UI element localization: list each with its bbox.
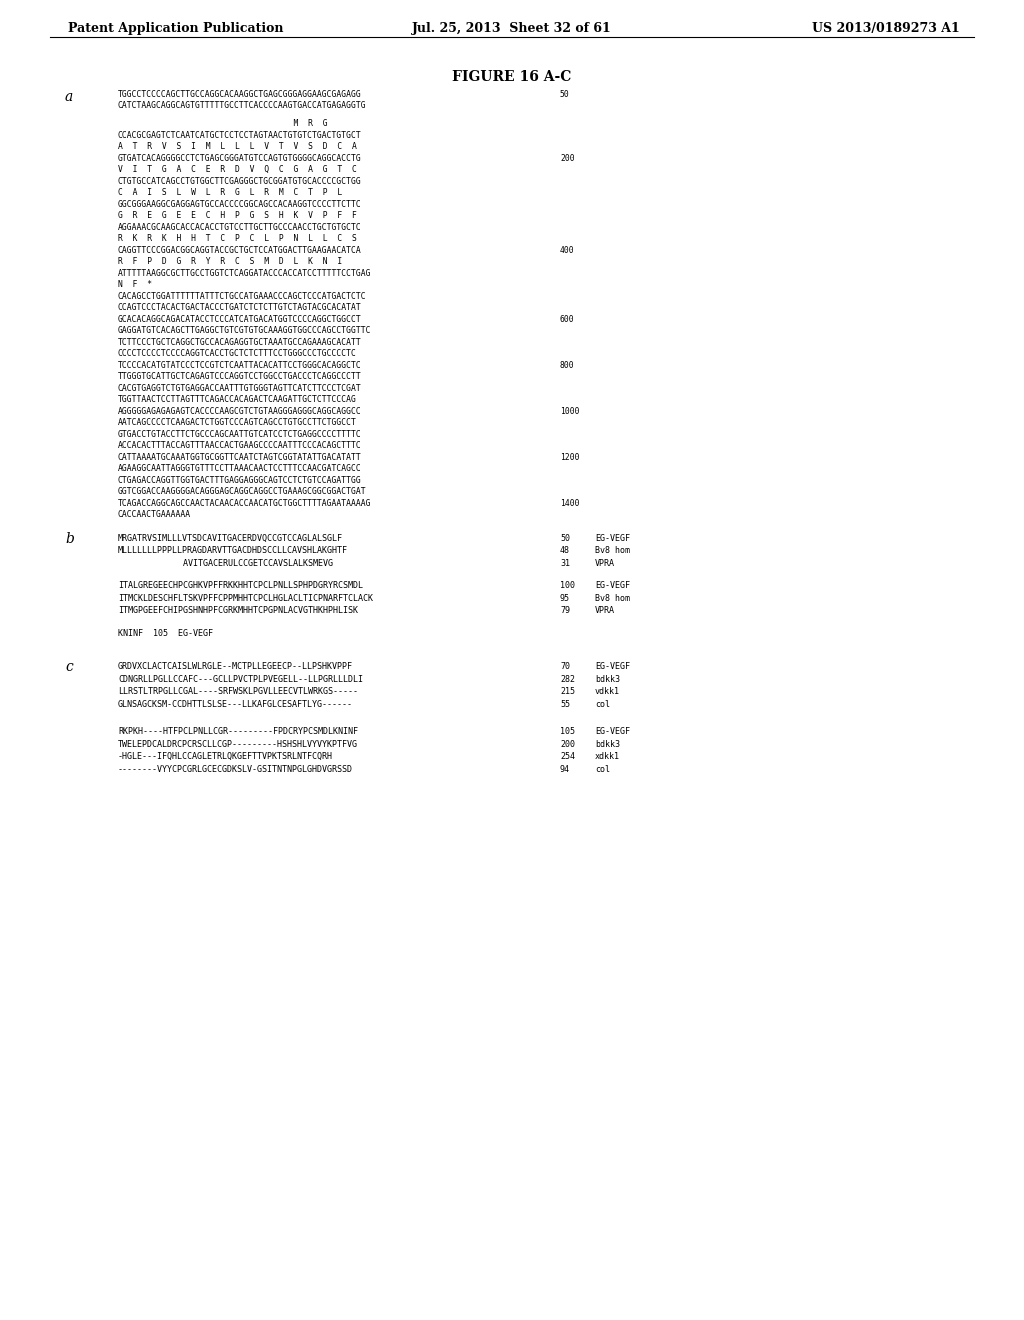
- Text: 70: 70: [560, 663, 570, 671]
- Text: CATTAAAATGCAAATGGTGCGGTTCAATCTAGTCGGTATATTGACATATT: CATTAAAATGCAAATGGTGCGGTTCAATCTAGTCGGTATA…: [118, 453, 361, 462]
- Text: TCCCCACATGTATCCCTCCGTCTCAATTACACATTCCTGGGCACAGGCTC: TCCCCACATGTATCCCTCCGTCTCAATTACACATTCCTGG…: [118, 360, 361, 370]
- Text: Bv8 hom: Bv8 hom: [595, 594, 630, 603]
- Text: FIGURE 16 A-C: FIGURE 16 A-C: [453, 70, 571, 84]
- Text: AGGAAACGCAAGCACCACACCTGTCCTTGCTTGCCCAACCTGCTGTGCTC: AGGAAACGCAAGCACCACACCTGTCCTTGCTTGCCCAACC…: [118, 223, 361, 232]
- Text: GTGATCACAGGGGCCTCTGAGCGGGATGTCCAGTGTGGGGCAGGCACCTG: GTGATCACAGGGGCCTCTGAGCGGGATGTCCAGTGTGGGG…: [118, 154, 361, 162]
- Text: EG-VEGF: EG-VEGF: [595, 581, 630, 590]
- Text: MLLLLLLLPPPLLPRAGDARVTTGACDHDSCCLLCAVSHLAKGHTF: MLLLLLLLPPPLLPRAGDARVTTGACDHDSCCLLCAVSHL…: [118, 546, 348, 556]
- Text: CATCTAAGCAGGCAGTGTTTTTGCCTTCACCCCAAGTGACCATGAGAGGTG: CATCTAAGCAGGCAGTGTTTTTGCCTTCACCCCAAGTGAC…: [118, 102, 367, 111]
- Text: xdkk1: xdkk1: [595, 752, 620, 762]
- Text: 94: 94: [560, 764, 570, 774]
- Text: Jul. 25, 2013  Sheet 32 of 61: Jul. 25, 2013 Sheet 32 of 61: [412, 22, 612, 36]
- Text: AVITGACERULCCGETCCAVSLALKSMEVG: AVITGACERULCCGETCCAVSLALKSMEVG: [118, 558, 333, 568]
- Text: EG-VEGF: EG-VEGF: [595, 533, 630, 543]
- Text: LLRSTLTRPGLLCGAL----SRFWSKLPGVLLEECVTLWRKGS-----: LLRSTLTRPGLLCGAL----SRFWSKLPGVLLEECVTLWR…: [118, 688, 358, 696]
- Text: 50: 50: [560, 533, 570, 543]
- Text: N  F  *: N F *: [118, 280, 153, 289]
- Text: CTGTGCCATCAGCCTGTGGCTTCGAGGGCTGCGGATGTGCACCCCGCTGG: CTGTGCCATCAGCCTGTGGCTTCGAGGGCTGCGGATGTGC…: [118, 177, 361, 186]
- Text: 95: 95: [560, 594, 570, 603]
- Text: 79: 79: [560, 606, 570, 615]
- Text: -HGLE---IFQHLCCAGLETRLQKGEFTTVPKTSRLNTFCQRH: -HGLE---IFQHLCCAGLETRLQKGEFTTVPKTSRLNTFC…: [118, 752, 333, 762]
- Text: ATTTTTAAGGCGCTTGCCTGGTCTCAGGATACCCACCATCCTTTTTCCTGAG: ATTTTTAAGGCGCTTGCCTGGTCTCAGGATACCCACCATC…: [118, 269, 372, 277]
- Text: col: col: [595, 764, 610, 774]
- Text: 200: 200: [560, 154, 574, 162]
- Text: bdkk3: bdkk3: [595, 675, 620, 684]
- Text: TCAGACCAGGCAGCCAACTACAACACCAACATGCTGGCTTTTAGAATAAAAG: TCAGACCAGGCAGCCAACTACAACACCAACATGCTGGCTT…: [118, 499, 372, 508]
- Text: ACCACACTTTACCAGTTTAACCACTGAAGCCCCAATTTCCCACAGCTTTC: ACCACACTTTACCAGTTTAACCACTGAAGCCCCAATTTCC…: [118, 441, 361, 450]
- Text: GAGGATGTCACAGCTTGAGGCTGTCGTGTGCAAAGGTGGCCCAGCCTGGTTC: GAGGATGTCACAGCTTGAGGCTGTCGTGTGCAAAGGTGGC…: [118, 326, 372, 335]
- Text: GRDVXCLACTCAISLWLRGLE--MCTPLLEGEECP--LLPSHKVPPF: GRDVXCLACTCAISLWLRGLE--MCTPLLEGEECP--LLP…: [118, 663, 353, 671]
- Text: 100: 100: [560, 581, 575, 590]
- Text: 50: 50: [560, 90, 569, 99]
- Text: CACAGCCTGGATTTTTTATTTCTGCCATGAAACCCAGCTCCCATGACTCTC: CACAGCCTGGATTTTTTATTTCTGCCATGAAACCCAGCTC…: [118, 292, 367, 301]
- Text: 1000: 1000: [560, 407, 580, 416]
- Text: vdkk1: vdkk1: [595, 688, 620, 696]
- Text: CCAGTCCCTACACTGACTACCCTGATCTCTCTTGTCTAGTACGCACATAT: CCAGTCCCTACACTGACTACCCTGATCTCTCTTGTCTAGT…: [118, 304, 361, 313]
- Text: R  F  P  D  G  R  Y  R  C  S  M  D  L  K  N  I: R F P D G R Y R C S M D L K N I: [118, 257, 342, 267]
- Text: GGCGGGAAGGCGAGGAGTGCCACCCCGGCAGCCACAAGGTCCCCTTCTTC: GGCGGGAAGGCGAGGAGTGCCACCCCGGCAGCCACAAGGT…: [118, 199, 361, 209]
- Text: GLNSAGCKSM-CCDHTTLSLSE---LLKAFGLCESAFTLYG------: GLNSAGCKSM-CCDHTTLSLSE---LLKAFGLCESAFTLY…: [118, 700, 353, 709]
- Text: A  T  R  V  S  I  M  L  L  L  V  T  V  S  D  C  A: A T R V S I M L L L V T V S D C A: [118, 143, 357, 152]
- Text: CCCCTCCCCTCCCCAGGTCACCTGCTCTCTTTCCTGGGCCCTGCCCCTC: CCCCTCCCCTCCCCAGGTCACCTGCTCTCTTTCCTGGGCC…: [118, 350, 357, 358]
- Text: a: a: [65, 90, 74, 104]
- Text: 800: 800: [560, 360, 574, 370]
- Text: TWELEPDCALDRCPCRSCLLCGP---------HSHSHLVYVYKPTFVG: TWELEPDCALDRCPCRSCLLCGP---------HSHSHLVY…: [118, 739, 358, 748]
- Text: AGAAGGCAATTAGGGTGTTTCCTTAAACAACTCCTTTCCAACGATCAGCC: AGAAGGCAATTAGGGTGTTTCCTTAAACAACTCCTTTCCA…: [118, 465, 361, 474]
- Text: EG-VEGF: EG-VEGF: [595, 727, 630, 737]
- Text: b: b: [65, 532, 74, 546]
- Text: 200: 200: [560, 739, 575, 748]
- Text: 31: 31: [560, 558, 570, 568]
- Text: 215: 215: [560, 688, 575, 696]
- Text: 600: 600: [560, 315, 574, 323]
- Text: ITMGPGEEFCHIPGSHNHPFCGRKMHHTCPGPNLACVGTHKHPHLISK: ITMGPGEEFCHIPGSHNHPFCGRKMHHTCPGPNLACVGTH…: [118, 606, 358, 615]
- Text: 282: 282: [560, 675, 575, 684]
- Text: MRGATRVSIMLLLVTSDCAVITGACERDVQCCGTCCAGLALSGLF: MRGATRVSIMLLLVTSDCAVITGACERDVQCCGTCCAGLA…: [118, 533, 343, 543]
- Text: RKPKH----HTFPCLPNLLCGR---------FPDCRYPCSMDLKNINF: RKPKH----HTFPCLPNLLCGR---------FPDCRYPCS…: [118, 727, 358, 737]
- Text: US 2013/0189273 A1: US 2013/0189273 A1: [812, 22, 961, 36]
- Text: GCACACAGGCAGACATACCTCCCATCATGACATGGTCCCCAGGCTGGCCT: GCACACAGGCAGACATACCTCCCATCATGACATGGTCCCC…: [118, 315, 361, 323]
- Text: --------VYYCPCGRLGCECGDKSLV-GSITNTNPGLGHDVGRSSD: --------VYYCPCGRLGCECGDKSLV-GSITNTNPGLGH…: [118, 764, 353, 774]
- Text: 55: 55: [560, 700, 570, 709]
- Text: ITALGREGEECHPCGHKVPFFRKKHHTCPCLPNLLSPHPDGRYRCSMDL: ITALGREGEECHPCGHKVPFFRKKHHTCPCLPNLLSPHPD…: [118, 581, 362, 590]
- Text: CACCAACTGAAAAAA: CACCAACTGAAAAAA: [118, 511, 191, 519]
- Text: GGTCGGACCAAGGGGACAGGGAGCAGGCAGGCCTGAAAGCGGCGGACTGAT: GGTCGGACCAAGGGGACAGGGAGCAGGCAGGCCTGAAAGC…: [118, 487, 367, 496]
- Text: AGGGGGAGAGAGAGTCACCCCAAGCGTCTGTAAGGGAGGGCAGGCAGGCC: AGGGGGAGAGAGAGTCACCCCAAGCGTCTGTAAGGGAGGG…: [118, 407, 361, 416]
- Text: CAGGTTCCCGGACGGCAGGTACCGCTGCTCCATGGACTTGAAGAACATCA: CAGGTTCCCGGACGGCAGGTACCGCTGCTCCATGGACTTG…: [118, 246, 361, 255]
- Text: AATCAGCCCCTCAAGACTCTGGTCCCAGTCAGCCTGTGCCTTCTGGCCT: AATCAGCCCCTCAAGACTCTGGTCCCAGTCAGCCTGTGCC…: [118, 418, 357, 428]
- Text: col: col: [595, 700, 610, 709]
- Text: EG-VEGF: EG-VEGF: [595, 663, 630, 671]
- Text: 400: 400: [560, 246, 574, 255]
- Text: VPRA: VPRA: [595, 606, 615, 615]
- Text: VPRA: VPRA: [595, 558, 615, 568]
- Text: 48: 48: [560, 546, 570, 556]
- Text: C  A  I  S  L  W  L  R  G  L  R  M  C  T  P  L: C A I S L W L R G L R M C T P L: [118, 189, 342, 197]
- Text: CCACGCGAGTCTCAATCATGCTCCTCCTAGTAACTGTGTCTGACTGTGCT: CCACGCGAGTCTCAATCATGCTCCTCCTAGTAACTGTGTC…: [118, 131, 361, 140]
- Text: ITMCKLDESCHFLTSKVPFFCPPMHHTCPCLHGLACLTICPNARFTCLACK: ITMCKLDESCHFLTSKVPFFCPPMHHTCPCLHGLACLTIC…: [118, 594, 373, 603]
- Text: 1400: 1400: [560, 499, 580, 508]
- Text: TGGCCTCCCCAGCTTGCCAGGCACAAGGCTGAGCGGGAGGAAGCGAGAGG: TGGCCTCCCCAGCTTGCCAGGCACAAGGCTGAGCGGGAGG…: [118, 90, 361, 99]
- Text: TGGTTAACTCCTTAGTTTCAGACCACAGACTCAAGATTGCTCTTCCCAG: TGGTTAACTCCTTAGTTTCAGACCACAGACTCAAGATTGC…: [118, 395, 357, 404]
- Text: TTGGGTGCATTGCTCAGAGTCCCAGGTCCTGGCCTGACCCTCAGGCCCTT: TTGGGTGCATTGCTCAGAGTCCCAGGTCCTGGCCTGACCC…: [118, 372, 361, 381]
- Text: KNINF  105  EG-VEGF: KNINF 105 EG-VEGF: [118, 628, 213, 638]
- Text: R  K  R  K  H  H  T  C  P  C  L  P  N  L  L  C  S: R K R K H H T C P C L P N L L C S: [118, 235, 357, 243]
- Text: G  R  E  G  E  E  C  H  P  G  S  H  K  V  P  F  F: G R E G E E C H P G S H K V P F F: [118, 211, 357, 220]
- Text: M  R  G: M R G: [118, 119, 328, 128]
- Text: Bv8 hom: Bv8 hom: [595, 546, 630, 556]
- Text: CDNGRLLPGLLCCAFC---GCLLPVCTPLPVEGELL--LLPGRLLLDLI: CDNGRLLPGLLCCAFC---GCLLPVCTPLPVEGELL--LL…: [118, 675, 362, 684]
- Text: bdkk3: bdkk3: [595, 739, 620, 748]
- Text: c: c: [65, 660, 73, 675]
- Text: TCTTCCCTGCTCAGGCTGCCACAGAGGTGCTAAATGCCAGAAAGCACATT: TCTTCCCTGCTCAGGCTGCCACAGAGGTGCTAAATGCCAG…: [118, 338, 361, 347]
- Text: CTGAGACCAGGTTGGTGACTTTGAGGAGGGCAGTCCTCTGTCCAGATTGG: CTGAGACCAGGTTGGTGACTTTGAGGAGGGCAGTCCTCTG…: [118, 475, 361, 484]
- Text: V  I  T  G  A  C  E  R  D  V  Q  C  G  A  G  T  C: V I T G A C E R D V Q C G A G T C: [118, 165, 357, 174]
- Text: 254: 254: [560, 752, 575, 762]
- Text: 105: 105: [560, 727, 575, 737]
- Text: CACGTGAGGTCTGTGAGGACCAATTTGTGGGTAGTTCATCTTCCCTCGAT: CACGTGAGGTCTGTGAGGACCAATTTGTGGGTAGTTCATC…: [118, 384, 361, 393]
- Text: GTGACCTGTACCTTCTGCCCAGCAATTGTCATCCTCTGAGGCCCCTTTTC: GTGACCTGTACCTTCTGCCCAGCAATTGTCATCCTCTGAG…: [118, 430, 361, 438]
- Text: 1200: 1200: [560, 453, 580, 462]
- Text: Patent Application Publication: Patent Application Publication: [68, 22, 284, 36]
